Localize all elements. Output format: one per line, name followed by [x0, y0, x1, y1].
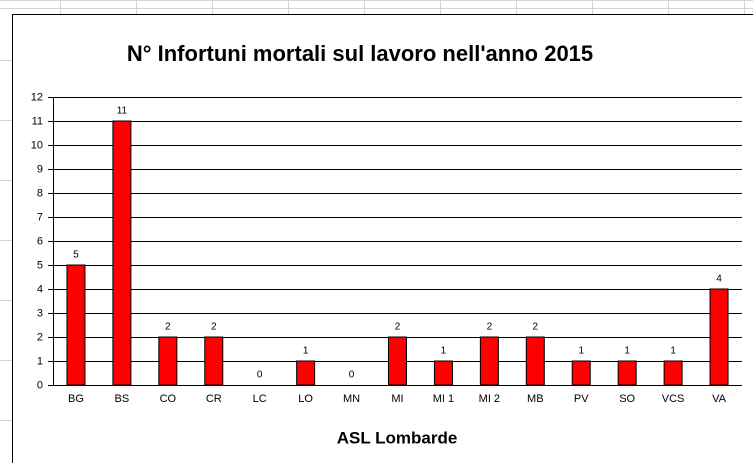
y-tick-label: 10: [31, 139, 43, 151]
y-tick-label: 9: [37, 163, 43, 175]
x-tick-label: MB: [527, 393, 544, 405]
bar: [663, 360, 683, 386]
x-tick-label: BS: [115, 393, 130, 405]
x-tick-label: VCS: [662, 393, 685, 405]
y-tick-label: 2: [37, 331, 43, 343]
bar: [112, 120, 132, 386]
data-label: 2: [211, 322, 217, 333]
data-label: 0: [349, 370, 355, 381]
y-tick-label: 0: [37, 379, 43, 391]
y-tick-label: 12: [31, 91, 43, 103]
y-tick-label: 4: [37, 283, 43, 295]
x-tick-label: CO: [160, 393, 177, 405]
bar: [204, 336, 224, 386]
x-tick-label: LO: [298, 393, 313, 405]
y-tick-label: 1: [37, 355, 43, 367]
data-label: 2: [395, 322, 401, 333]
x-tick-label: SO: [619, 393, 635, 405]
data-label: 1: [578, 346, 584, 357]
data-label: 4: [716, 274, 722, 285]
x-tick-label: MI: [391, 393, 403, 405]
x-tick-label: MN: [343, 393, 360, 405]
data-label: 1: [670, 346, 676, 357]
bar: [617, 360, 637, 386]
bar: [525, 336, 545, 386]
data-label: 0: [257, 370, 263, 381]
x-tick-label: MI 1: [433, 393, 454, 405]
bar: [296, 360, 316, 386]
sheet-grid: [0, 0, 753, 421]
y-tick-label: 7: [37, 211, 43, 223]
chart-title: N° Infortuni mortali sul lavoro nell'ann…: [126, 41, 594, 66]
bar: [388, 336, 407, 386]
data-label: 2: [533, 322, 539, 333]
bar: [479, 336, 499, 386]
x-tick-label: PV: [574, 393, 589, 405]
x-axis-label: ASL Lombarde: [337, 428, 458, 447]
x-tick-label: BG: [68, 393, 84, 405]
bar: [158, 336, 178, 386]
data-label: 2: [165, 322, 171, 333]
data-label: 1: [624, 346, 630, 357]
chart-border: [12, 14, 753, 463]
x-tick-label: MI 2: [479, 393, 500, 405]
x-tick-label: VA: [712, 393, 727, 405]
data-label: 1: [441, 346, 447, 357]
y-tick-label: 3: [37, 307, 43, 319]
data-label: 1: [303, 346, 309, 357]
bar: [433, 360, 453, 386]
y-tick-label: 5: [37, 259, 43, 271]
y-tick-label: 8: [37, 187, 43, 199]
data-label: 5: [73, 250, 79, 261]
data-label: 11: [117, 106, 128, 117]
x-tick-label: CR: [206, 393, 222, 405]
bar: [709, 288, 729, 386]
data-label: 2: [487, 322, 493, 333]
x-tick-label: LC: [253, 393, 267, 405]
y-tick-label: 11: [32, 115, 43, 127]
bar: [66, 264, 86, 386]
y-tick-label: 6: [37, 235, 43, 247]
bar: [571, 360, 591, 386]
